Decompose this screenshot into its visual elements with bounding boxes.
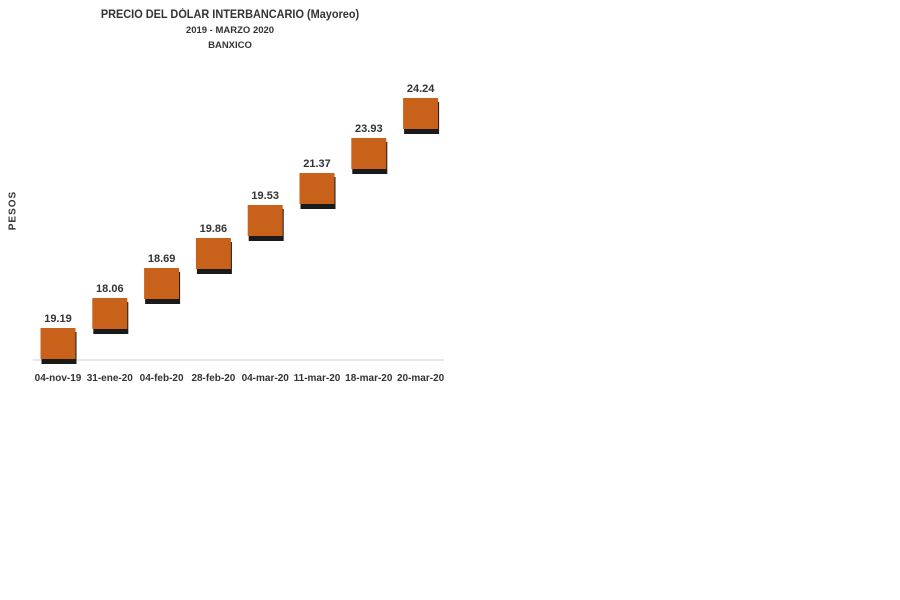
x-tick-label: 04-nov-19 bbox=[35, 373, 82, 384]
chart-subtitle: 2019 - MARZO 2020 bbox=[185, 25, 275, 36]
x-tick-label: 28-feb-20 bbox=[191, 373, 235, 384]
data-label: 18.69 bbox=[148, 253, 176, 265]
bar bbox=[144, 268, 180, 299]
bar bbox=[247, 205, 283, 236]
bar bbox=[92, 298, 128, 329]
x-tick-label: 11-mar-20 bbox=[294, 373, 341, 384]
bar bbox=[195, 238, 231, 269]
data-label: 18.06 bbox=[96, 283, 124, 295]
data-label: 21.37 bbox=[303, 158, 331, 170]
bar bbox=[403, 98, 439, 129]
chart-title: PRECIO DEL DÓLAR INTERBANCARIO (Mayoreo) bbox=[100, 9, 360, 21]
data-label: 23.93 bbox=[355, 123, 383, 135]
chart-source: BANXICO bbox=[208, 40, 252, 51]
bar bbox=[351, 138, 387, 169]
chart-titles: PRECIO DEL DÓLAR INTERBANCARIO (Mayoreo)… bbox=[80, 8, 380, 53]
x-tick-label: 20-mar-20 bbox=[397, 373, 445, 384]
data-label: 19.86 bbox=[200, 223, 228, 235]
data-label: 24.24 bbox=[407, 83, 435, 95]
x-tick-label: 18-mar-20 bbox=[345, 373, 393, 384]
bar bbox=[299, 173, 335, 204]
data-label: 19.19 bbox=[44, 313, 72, 325]
data-label: 19.53 bbox=[251, 190, 279, 202]
x-tick-label: 04-feb-20 bbox=[140, 373, 184, 384]
bar bbox=[40, 328, 76, 359]
x-tick-label: 04-mar-20 bbox=[242, 373, 290, 384]
x-tick-label: 31-ene-20 bbox=[87, 373, 134, 384]
